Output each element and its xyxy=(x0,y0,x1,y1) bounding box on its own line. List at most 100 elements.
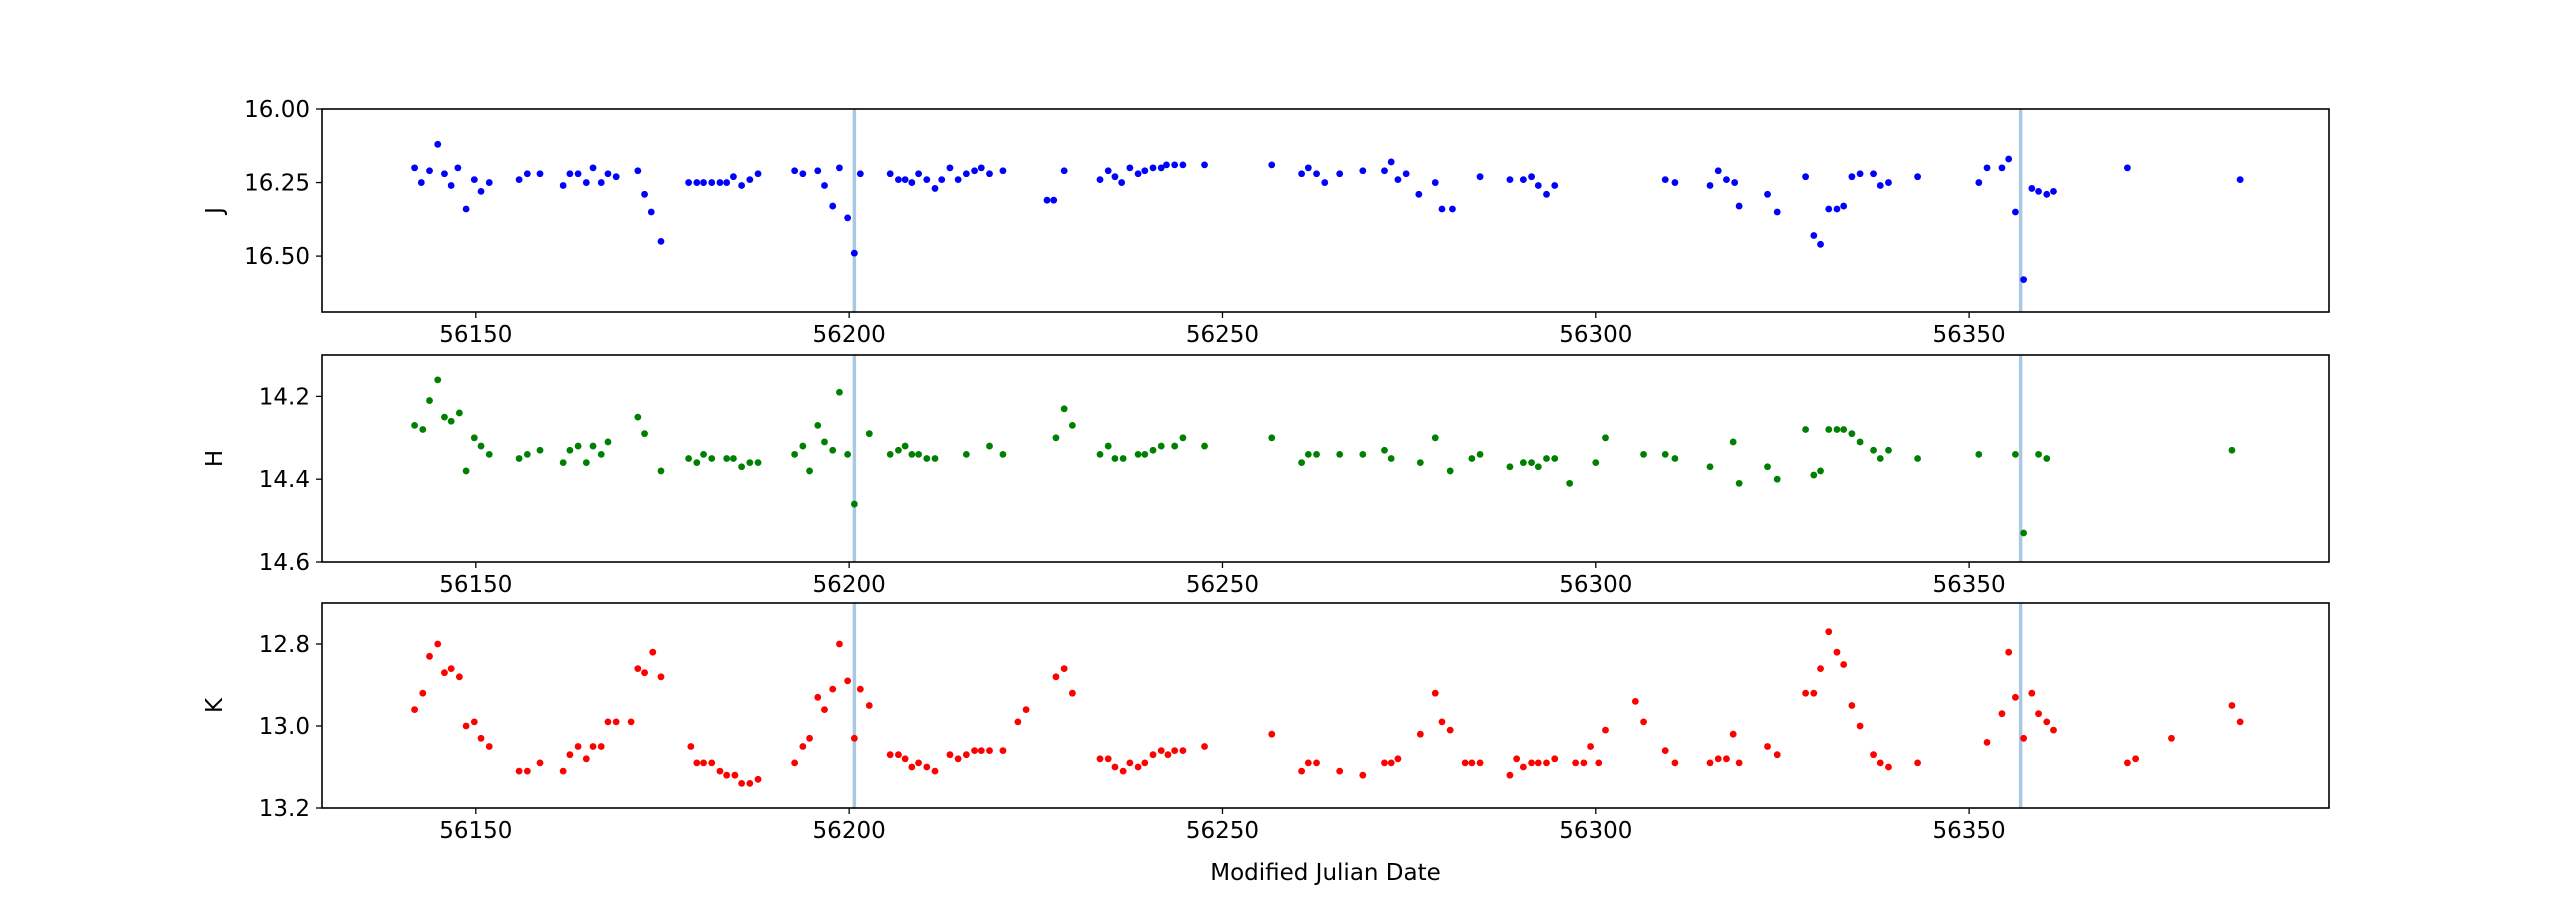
data-point xyxy=(962,450,970,458)
data-point xyxy=(908,450,916,458)
data-point xyxy=(999,167,1007,175)
y-tick-label: 16.50 xyxy=(244,244,310,270)
data-point xyxy=(2012,208,2019,216)
data-point xyxy=(1171,161,1179,169)
data-point xyxy=(1885,446,1892,454)
data-point xyxy=(485,450,493,458)
y-tick-label: 16.25 xyxy=(244,171,310,197)
data-point xyxy=(1631,698,1639,705)
data-point xyxy=(426,652,433,660)
data-point xyxy=(687,743,695,750)
data-point xyxy=(1840,426,1848,433)
x-tick-label: 56200 xyxy=(813,572,886,598)
data-point xyxy=(1179,747,1187,754)
data-point xyxy=(954,755,962,763)
data-point xyxy=(1104,755,1112,763)
data-point xyxy=(901,755,909,763)
axes-frame xyxy=(321,602,2330,809)
data-point xyxy=(1336,450,1344,458)
data-point xyxy=(723,179,731,186)
data-point xyxy=(1998,710,2006,718)
data-point xyxy=(700,759,707,767)
data-point xyxy=(417,179,425,186)
data-point xyxy=(754,775,762,783)
data-point xyxy=(2028,185,2036,192)
data-point xyxy=(477,734,485,742)
data-point xyxy=(1840,202,1848,210)
data-point xyxy=(574,170,582,178)
data-point xyxy=(1179,434,1187,442)
data-point xyxy=(1519,763,1527,771)
data-point xyxy=(971,747,978,754)
data-point xyxy=(1043,196,1051,204)
data-point xyxy=(977,747,985,754)
data-point xyxy=(856,685,864,693)
data-point xyxy=(574,743,582,750)
data-point xyxy=(2035,187,2042,195)
data-point xyxy=(723,455,731,462)
x-tick-label: 56300 xyxy=(1559,818,1632,844)
data-point xyxy=(1817,240,1824,248)
data-point xyxy=(954,176,962,184)
data-point xyxy=(582,179,590,186)
data-point xyxy=(1431,179,1439,186)
data-point xyxy=(1126,759,1134,767)
data-point xyxy=(1856,722,1864,730)
data-point xyxy=(700,450,707,458)
data-point xyxy=(589,442,597,450)
data-point xyxy=(1876,182,1884,189)
data-point xyxy=(434,140,442,148)
data-point xyxy=(931,767,939,775)
data-point xyxy=(1096,450,1104,458)
data-point xyxy=(1885,763,1892,771)
data-point xyxy=(1833,426,1841,433)
data-point xyxy=(1810,232,1818,239)
data-point xyxy=(1157,164,1165,172)
data-point xyxy=(1731,179,1739,186)
y-axis-label: H xyxy=(202,450,228,467)
data-point xyxy=(411,706,418,713)
data-point xyxy=(515,455,523,462)
data-point xyxy=(716,767,724,775)
data-point xyxy=(799,442,807,450)
data-point xyxy=(454,164,462,172)
data-point xyxy=(1164,751,1172,759)
y-tick-label: 14.2 xyxy=(259,384,310,410)
data-point xyxy=(730,173,737,181)
data-point xyxy=(2050,187,2057,195)
data-point xyxy=(455,673,463,681)
data-point xyxy=(693,459,701,467)
data-point xyxy=(1848,702,1856,709)
data-point xyxy=(1543,759,1550,767)
data-point xyxy=(455,409,463,417)
data-point xyxy=(693,759,701,767)
data-point xyxy=(999,747,1007,754)
data-point xyxy=(1706,759,1714,767)
data-point xyxy=(1304,164,1312,172)
data-point xyxy=(850,249,858,257)
data-point xyxy=(1856,438,1864,446)
data-point xyxy=(2043,190,2051,198)
data-point xyxy=(799,170,807,178)
data-point xyxy=(1416,730,1424,738)
data-point xyxy=(829,685,837,693)
data-point xyxy=(597,179,605,186)
data-point xyxy=(738,182,746,189)
data-point xyxy=(1359,450,1367,458)
data-point xyxy=(1914,759,1921,767)
data-point xyxy=(1060,405,1068,413)
data-point xyxy=(1817,665,1824,672)
data-point xyxy=(1640,450,1647,458)
data-point xyxy=(559,182,567,189)
data-point xyxy=(1773,475,1781,483)
data-point xyxy=(1975,179,1983,186)
data-point xyxy=(1394,176,1402,184)
data-point xyxy=(1513,755,1521,763)
data-point xyxy=(865,702,873,709)
data-point xyxy=(1914,455,1921,462)
data-point xyxy=(1359,771,1367,779)
data-point xyxy=(1171,442,1179,450)
data-point xyxy=(1476,173,1484,181)
data-point xyxy=(523,767,531,775)
data-point xyxy=(814,693,822,701)
